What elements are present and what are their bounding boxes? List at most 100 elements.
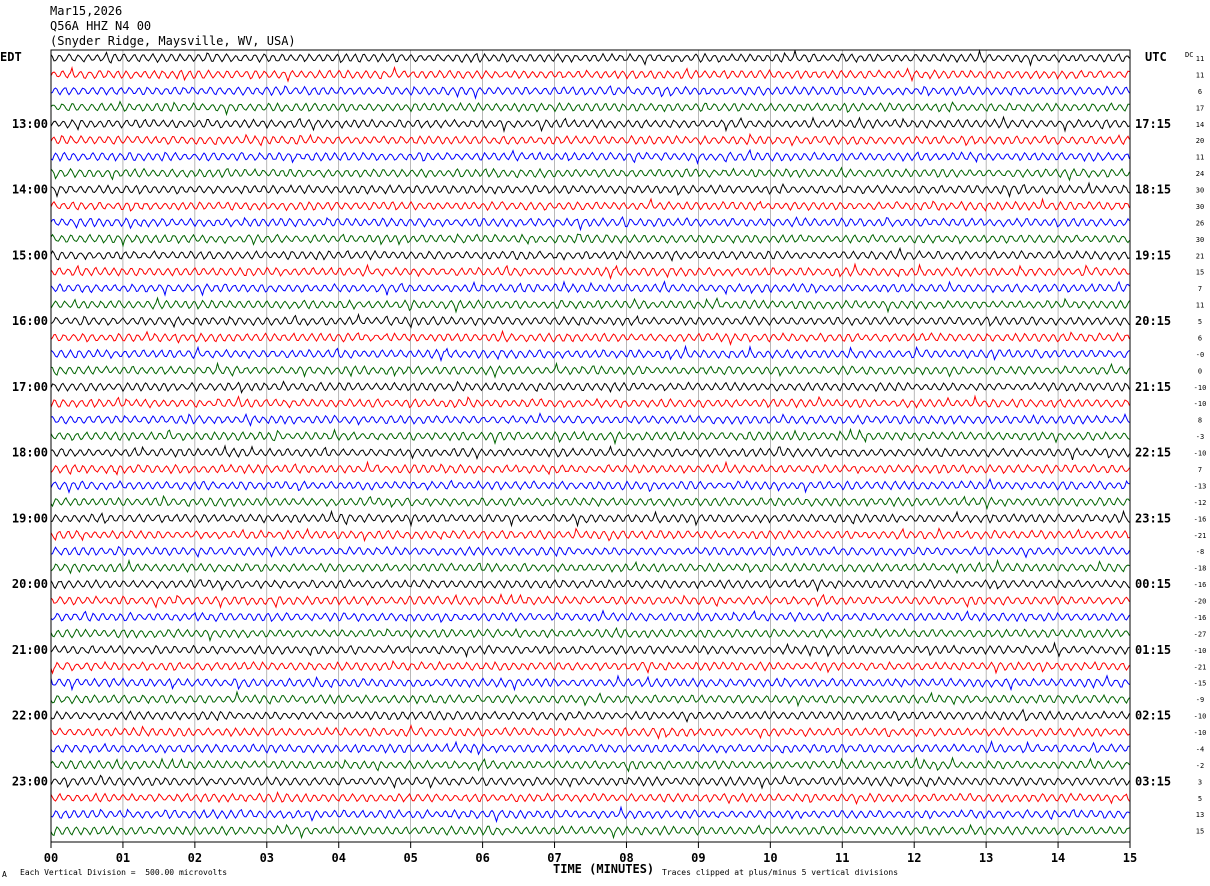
left-hour-label: 20:00	[12, 577, 48, 591]
dc-offset-label: -16	[1194, 614, 1207, 622]
trace-row-17	[50, 312, 1130, 329]
left-hour-label: 17:00	[12, 380, 48, 394]
x-tick-label: 08	[619, 851, 633, 865]
trace-row-47	[50, 805, 1130, 824]
dc-offset-label: 0	[1198, 367, 1202, 375]
dc-offset-label: 5	[1198, 318, 1202, 326]
trace-row-9	[50, 181, 1130, 199]
x-tick-label: 04	[332, 851, 346, 865]
left-hour-label: 14:00	[12, 183, 48, 197]
trace-row-16	[50, 296, 1130, 314]
x-tick-label: 10	[763, 851, 777, 865]
time-gridlines	[50, 50, 1131, 842]
right-hour-label: 19:15	[1135, 248, 1171, 262]
trace-row-11	[50, 215, 1130, 232]
scale-note: Each Vertical Division = 500.00 microvol…	[20, 868, 228, 877]
dc-offset-label: 15	[1196, 828, 1204, 836]
dc-offset-label: -13	[1194, 482, 1207, 490]
dc-offset-label: -21	[1194, 532, 1207, 540]
dc-offset-label: 20	[1196, 137, 1204, 145]
dc-offset-label: 30	[1196, 236, 1204, 244]
trace-row-5	[50, 115, 1130, 133]
dc-offset-label: 8	[1198, 417, 1202, 425]
dc-offset-label: 7	[1198, 466, 1202, 474]
trace-row-25	[50, 444, 1130, 461]
right-hour-label: 21:15	[1135, 380, 1171, 394]
x-axis-label: TIME (MINUTES)	[553, 862, 655, 876]
dc-offset-label: 11	[1196, 302, 1204, 310]
x-tick-label: 14	[1051, 851, 1065, 865]
trace-row-4	[50, 100, 1130, 117]
dc-offset-label: 14	[1196, 121, 1204, 129]
dc-offset-label: -10	[1194, 384, 1207, 392]
x-tick-label: 09	[691, 851, 705, 865]
dc-offset-label: 21	[1196, 252, 1204, 260]
trace-row-10	[50, 197, 1130, 212]
dc-offset-label: -2	[1196, 762, 1204, 770]
dc-offset-label: -10	[1194, 713, 1207, 721]
dc-offset-label: -8	[1196, 548, 1204, 556]
left-hour-label: 21:00	[12, 643, 48, 657]
trace-row-7	[50, 148, 1130, 165]
trace-row-41	[50, 708, 1130, 723]
trace-row-26	[50, 460, 1130, 476]
dc-offset-label: -16	[1194, 515, 1207, 523]
dc-offset-label: 24	[1196, 170, 1204, 178]
trace-row-3	[50, 85, 1130, 100]
trace-row-18	[50, 329, 1130, 346]
trace-row-28	[50, 494, 1130, 511]
trace-row-45	[50, 774, 1130, 790]
dc-offset-label: -20	[1194, 598, 1207, 606]
corner-mark: A	[2, 870, 7, 879]
x-tick-label: 01	[116, 851, 130, 865]
dc-offset-label: -0	[1196, 351, 1204, 359]
trace-row-46	[50, 791, 1130, 806]
trace-row-23	[50, 412, 1130, 428]
dc-offset-label: 13	[1196, 811, 1204, 819]
trace-row-43	[50, 739, 1130, 756]
x-tick-label: 15	[1123, 851, 1137, 865]
dc-offset-label: -10	[1194, 400, 1207, 408]
trace-row-21	[50, 380, 1130, 395]
x-tick-label: 05	[403, 851, 417, 865]
x-tick-label: 12	[907, 851, 921, 865]
dc-offset-label: 15	[1196, 269, 1204, 277]
dc-offset-label: -10	[1194, 647, 1207, 655]
x-tick-label: 13	[979, 851, 993, 865]
seismic-traces	[50, 49, 1130, 840]
right-hour-label: 17:15	[1135, 117, 1171, 131]
trace-row-24	[50, 427, 1130, 446]
trace-row-22	[50, 394, 1130, 409]
right-hour-label: 00:15	[1135, 577, 1171, 591]
dc-offset-label: 6	[1198, 88, 1202, 96]
dc-offset-label: 30	[1196, 203, 1204, 211]
trace-row-8	[50, 166, 1130, 182]
dc-offset-label: -18	[1194, 565, 1207, 573]
dc-offset-label: 26	[1196, 219, 1204, 227]
trace-row-38	[50, 660, 1130, 675]
dc-offset-label: 17	[1196, 104, 1204, 112]
trace-row-15	[50, 280, 1130, 297]
left-hour-label: 18:00	[12, 446, 48, 460]
dc-offset-label: -15	[1194, 680, 1207, 688]
dc-offset-label: -12	[1194, 499, 1207, 507]
right-hour-label: 18:15	[1135, 183, 1171, 197]
x-tick-label: 03	[260, 851, 274, 865]
trace-row-14	[50, 262, 1130, 281]
trace-row-35	[50, 609, 1130, 624]
left-hour-label: 23:00	[12, 774, 48, 788]
dc-offset-label: 6	[1198, 335, 1202, 343]
trace-row-48	[50, 823, 1130, 840]
dc-offset-label: -10	[1194, 450, 1207, 458]
dc-offset-label: 11	[1196, 71, 1204, 79]
trace-row-19	[50, 344, 1130, 363]
dc-offset-label: -21	[1194, 663, 1207, 671]
trace-row-34	[50, 593, 1130, 609]
clip-note: Traces clipped at plus/minus 5 vertical …	[662, 868, 899, 877]
right-hour-label: 23:15	[1135, 511, 1171, 525]
trace-row-32	[50, 558, 1130, 575]
station-label: Q56A HHZ N4 00	[50, 19, 152, 33]
trace-row-36	[50, 626, 1130, 643]
left-timezone-label: EDT	[0, 50, 22, 64]
trace-row-37	[50, 641, 1130, 659]
